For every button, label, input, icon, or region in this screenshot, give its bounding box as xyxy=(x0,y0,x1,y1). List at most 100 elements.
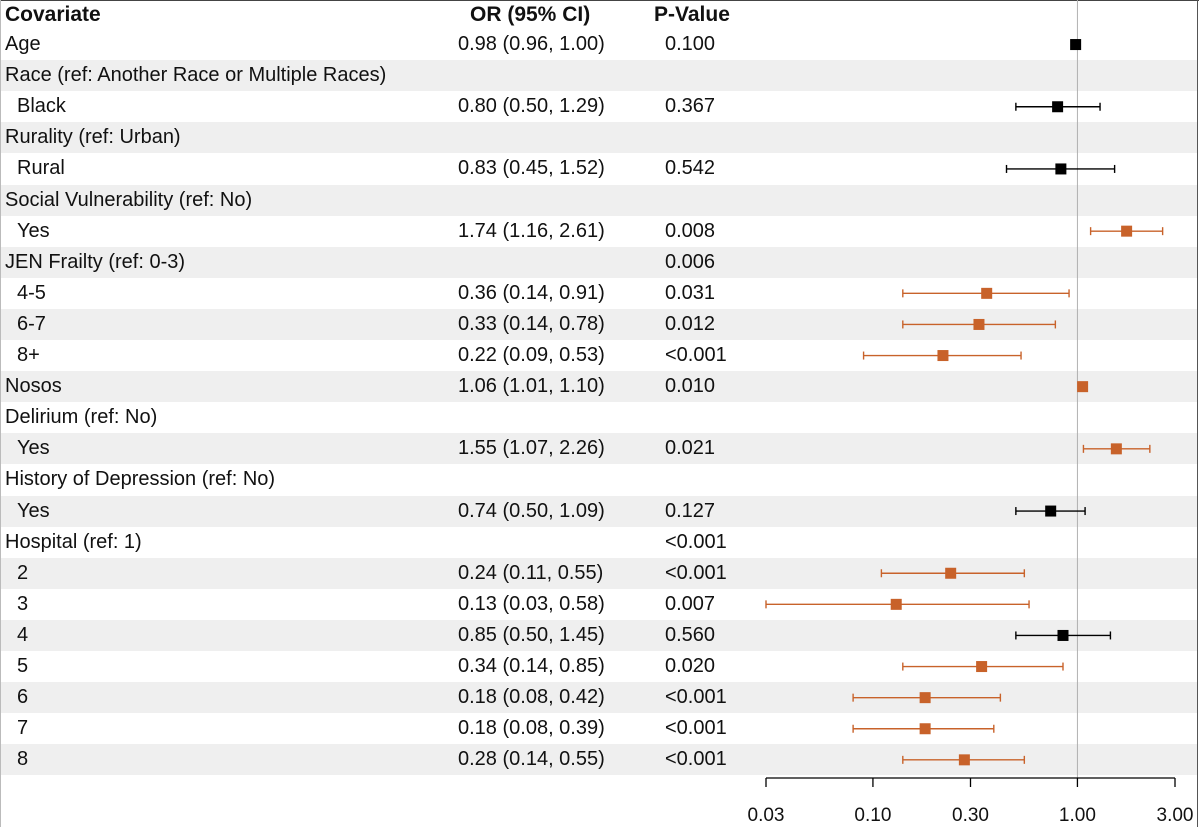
odds-ratio-value: 0.28 (0.14, 0.55) xyxy=(458,748,605,771)
table-row: Nosos 1.06 (1.01, 1.10) 0.010 xyxy=(1,371,1197,403)
estimate-point xyxy=(1070,39,1082,51)
odds-ratio-value: 0.36 (0.14, 0.91) xyxy=(458,281,605,304)
x-tick-label: 0.10 xyxy=(854,805,891,826)
table-row: Rurality (ref: Urban) xyxy=(1,122,1197,154)
odds-ratio-value: 1.74 (1.16, 2.61) xyxy=(458,219,605,242)
p-value: 0.008 xyxy=(665,219,716,242)
covariate-label: Race (ref: Another Race or Multiple Race… xyxy=(5,64,387,87)
odds-ratio-value: 0.18 (0.08, 0.42) xyxy=(458,686,605,709)
p-value: 0.010 xyxy=(665,375,716,398)
table-row: 3 0.13 (0.03, 0.58) 0.007 xyxy=(1,589,1197,620)
table-row: 4-5 0.36 (0.14, 0.91) 0.031 xyxy=(1,278,1197,309)
header-odds-ratio: OR (95% CI) xyxy=(470,3,591,26)
p-value: <0.001 xyxy=(665,561,727,584)
odds-ratio-value: 0.24 (0.11, 0.55) xyxy=(458,561,604,584)
estimate-point xyxy=(981,287,993,299)
p-value: 0.006 xyxy=(665,250,716,273)
header-covariate: Covariate xyxy=(5,3,101,26)
p-value: 0.007 xyxy=(665,592,716,615)
estimate-point xyxy=(1057,629,1069,641)
covariate-label: 8+ xyxy=(17,344,40,366)
p-value: 0.100 xyxy=(665,33,716,55)
estimate-point xyxy=(919,692,931,704)
p-value: <0.001 xyxy=(665,686,727,709)
covariate-label: History of Depression (ref: No) xyxy=(5,468,276,491)
covariate-label: Social Vulnerability (ref: No) xyxy=(5,188,253,211)
covariate-label: 3 xyxy=(17,592,29,615)
top-border xyxy=(0,0,1199,1)
left-border xyxy=(0,0,1,827)
x-tick-label: 1.00 xyxy=(1059,805,1096,826)
covariate-label: 6-7 xyxy=(17,312,46,335)
covariate-label: Yes xyxy=(17,219,50,242)
estimate-point xyxy=(1045,505,1057,517)
header-p-value: P-Value xyxy=(654,3,730,26)
table-row: Hospital (ref: 1) <0.001 xyxy=(1,527,1197,558)
estimate-point xyxy=(1055,163,1067,175)
odds-ratio-value: 0.33 (0.14, 0.78) xyxy=(458,312,605,335)
odds-ratio-value: 0.85 (0.50, 1.45) xyxy=(458,623,605,646)
covariate-label: Yes xyxy=(17,499,50,522)
p-value: <0.001 xyxy=(665,344,727,366)
table-row: 4 0.85 (0.50, 1.45) 0.560 xyxy=(1,619,1197,651)
table-row: 7 0.18 (0.08, 0.39) <0.001 xyxy=(1,713,1197,744)
covariate-label: 2 xyxy=(17,561,29,584)
table-row: 8+ 0.22 (0.09, 0.53) <0.001 xyxy=(1,340,1197,371)
estimate-point xyxy=(919,723,931,735)
table-row: Yes 0.74 (0.50, 1.09) 0.127 xyxy=(1,495,1197,527)
odds-ratio-value: 1.55 (1.07, 2.26) xyxy=(458,437,605,460)
covariate-label: Black xyxy=(17,95,66,118)
odds-ratio-value: 0.83 (0.45, 1.52) xyxy=(458,157,605,180)
p-value: <0.001 xyxy=(665,717,727,740)
covariate-label: Yes xyxy=(17,437,50,460)
table-row: Rural 0.83 (0.45, 1.52) 0.542 xyxy=(1,153,1197,184)
p-value: 0.012 xyxy=(665,312,716,335)
p-value: 0.020 xyxy=(665,655,716,677)
p-value: 0.560 xyxy=(665,623,716,646)
table-row: 2 0.24 (0.11, 0.55) <0.001 xyxy=(1,557,1197,589)
odds-ratio-value: 0.74 (0.50, 1.09) xyxy=(458,499,605,522)
x-tick-label: 3.00 xyxy=(1157,805,1194,826)
estimate-point xyxy=(1077,381,1089,393)
estimate-point xyxy=(958,754,970,766)
odds-ratio-value: 0.80 (0.50, 1.29) xyxy=(458,95,605,118)
table-row: Yes 1.74 (1.16, 2.61) 0.008 xyxy=(1,216,1197,247)
table-row: Yes 1.55 (1.07, 2.26) 0.021 xyxy=(1,433,1197,465)
odds-ratio-value: 0.34 (0.14, 0.85) xyxy=(458,655,605,677)
table-row: Race (ref: Another Race or Multiple Race… xyxy=(1,60,1197,92)
estimate-point xyxy=(937,350,949,362)
estimate-point xyxy=(973,318,985,330)
covariate-label: Nosos xyxy=(5,375,62,398)
p-value: <0.001 xyxy=(665,748,727,771)
covariate-label: JEN Frailty (ref: 0-3) xyxy=(5,250,186,273)
right-border xyxy=(1197,0,1198,827)
covariate-label: 5 xyxy=(17,655,29,677)
table-row: Black 0.80 (0.50, 1.29) 0.367 xyxy=(1,91,1197,122)
table-row: 6-7 0.33 (0.14, 0.78) 0.012 xyxy=(1,308,1197,340)
covariate-label: 8 xyxy=(17,748,29,771)
p-value: 0.367 xyxy=(665,95,716,118)
table-row: History of Depression (ref: No) xyxy=(1,464,1197,495)
odds-ratio-value: 1.06 (1.01, 1.10) xyxy=(458,375,605,398)
p-value: 0.542 xyxy=(665,157,716,180)
covariate-label: Hospital (ref: 1) xyxy=(5,530,142,553)
table-row: Delirium (ref: No) xyxy=(1,402,1197,433)
estimate-point xyxy=(1052,101,1064,113)
covariate-label: 4 xyxy=(17,623,29,646)
x-tick-label: 0.30 xyxy=(952,805,989,826)
table-row: Social Vulnerability (ref: No) xyxy=(1,184,1197,216)
odds-ratio-value: 0.13 (0.03, 0.58) xyxy=(458,592,605,615)
estimate-point xyxy=(1121,225,1133,237)
covariate-label: Age xyxy=(5,33,41,55)
table-row: Age 0.98 (0.96, 1.00) 0.100 xyxy=(1,29,1197,60)
p-value: 0.021 xyxy=(665,437,716,460)
p-value: <0.001 xyxy=(665,530,727,553)
covariate-label: Rurality (ref: Urban) xyxy=(5,126,181,149)
table-row: 5 0.34 (0.14, 0.85) 0.020 xyxy=(1,651,1197,682)
x-tick-label: 0.03 xyxy=(748,805,785,826)
covariate-label: 7 xyxy=(17,717,29,740)
odds-ratio-value: 0.18 (0.08, 0.39) xyxy=(458,717,605,740)
covariate-label: Rural xyxy=(17,157,65,180)
estimate-point xyxy=(1110,443,1122,455)
